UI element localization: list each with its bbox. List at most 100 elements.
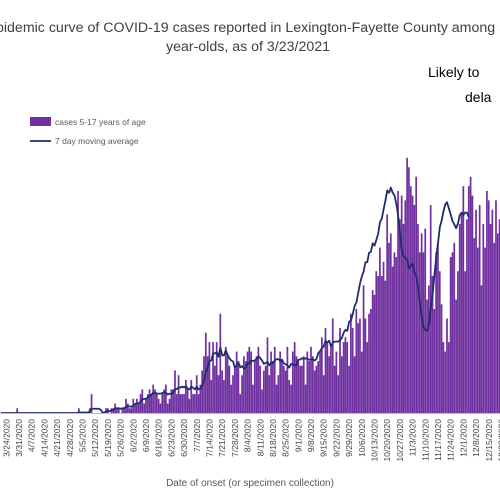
x-tick-label: 8/4/2020 xyxy=(243,419,253,452)
bar xyxy=(382,261,385,413)
bar xyxy=(402,223,405,413)
bar xyxy=(444,351,447,413)
x-tick-label: 8/11/2020 xyxy=(255,419,265,456)
moving-average-line xyxy=(0,186,470,414)
bar xyxy=(457,271,459,413)
bar xyxy=(486,190,488,413)
bar xyxy=(262,370,265,413)
bar xyxy=(157,398,160,413)
bar xyxy=(491,209,494,413)
bar xyxy=(259,365,262,413)
x-tick-label: 7/14/2020 xyxy=(204,419,214,457)
bar xyxy=(155,394,158,413)
chart-title-line-1: pidemic curve of COVID-19 cases reported… xyxy=(0,20,500,36)
bar xyxy=(126,403,129,413)
bar xyxy=(359,318,361,413)
bar xyxy=(233,365,236,413)
x-tick-label: 5/26/2020 xyxy=(116,419,126,457)
x-tick-label: 12/8/2020 xyxy=(471,419,481,457)
bar xyxy=(393,252,396,413)
bar xyxy=(453,242,456,413)
bar xyxy=(304,384,307,413)
bar xyxy=(466,219,468,413)
bar xyxy=(194,394,196,413)
bar xyxy=(326,342,329,413)
bar xyxy=(364,318,367,413)
bar xyxy=(223,379,225,413)
bar xyxy=(424,228,427,413)
bar xyxy=(464,271,467,413)
bar xyxy=(146,394,149,413)
annotation-line-2: dela xyxy=(465,89,492,105)
bar xyxy=(230,384,233,413)
bar xyxy=(134,403,136,413)
bar xyxy=(252,384,254,413)
bar xyxy=(186,389,189,413)
bar xyxy=(184,379,187,413)
bar xyxy=(417,223,419,413)
x-tick-label: 6/16/2020 xyxy=(154,419,164,457)
bar xyxy=(489,223,492,413)
bar xyxy=(331,318,334,413)
bar xyxy=(422,252,425,413)
bar xyxy=(420,233,423,413)
bar xyxy=(313,370,316,413)
bar xyxy=(188,398,191,413)
bar xyxy=(482,223,485,413)
bar xyxy=(400,195,403,413)
bar xyxy=(384,280,387,413)
x-tick-label: 4/7/2020 xyxy=(27,419,37,452)
bar xyxy=(195,375,198,413)
x-tick-label: 11/17/2020 xyxy=(433,419,443,461)
bar xyxy=(366,342,369,413)
bar xyxy=(311,356,314,413)
bar xyxy=(286,346,289,413)
bar xyxy=(90,394,93,413)
bar xyxy=(435,252,437,413)
bar xyxy=(302,356,305,413)
bar xyxy=(121,408,124,413)
bar xyxy=(281,361,283,413)
x-tick-label: 6/2/2020 xyxy=(128,419,138,452)
bar xyxy=(379,247,381,413)
bar xyxy=(330,346,332,413)
bar xyxy=(141,389,144,413)
bar xyxy=(125,398,127,413)
bar xyxy=(353,356,356,413)
x-tick-label: 9/8/2020 xyxy=(306,419,316,452)
bar xyxy=(168,398,171,413)
bar xyxy=(264,365,267,413)
bar xyxy=(206,356,209,413)
bar xyxy=(215,342,218,413)
x-tick-label: 10/20/2020 xyxy=(382,419,392,462)
bar xyxy=(321,337,323,413)
bar xyxy=(375,271,378,413)
x-tick-label: 11/24/2020 xyxy=(446,419,456,461)
bar xyxy=(239,394,242,413)
bar xyxy=(324,327,327,413)
bar xyxy=(391,266,394,413)
x-tick-label: 3/31/2020 xyxy=(14,419,24,457)
bar xyxy=(288,379,291,413)
bar xyxy=(451,252,454,413)
bar xyxy=(214,365,216,413)
bar xyxy=(224,346,227,413)
bar xyxy=(440,304,443,413)
x-tick-label: 7/7/2020 xyxy=(192,419,202,452)
x-tick-label: 10/6/2020 xyxy=(357,419,367,457)
bar xyxy=(493,242,496,413)
bar xyxy=(438,271,441,413)
x-tick-label: 5/5/2020 xyxy=(78,419,88,452)
bar xyxy=(471,195,474,413)
bar xyxy=(174,370,176,413)
bar xyxy=(458,223,461,413)
x-tick-label: 12/1/2020 xyxy=(458,419,468,457)
x-tick-label: 10/13/2020 xyxy=(370,419,380,462)
x-tick-label: 12/22/2020 xyxy=(496,419,500,462)
bar xyxy=(128,408,131,413)
bar xyxy=(154,389,156,413)
bar xyxy=(293,342,296,413)
bar xyxy=(77,408,80,413)
bar xyxy=(308,361,311,413)
x-tick-label: 9/15/2020 xyxy=(319,419,329,457)
